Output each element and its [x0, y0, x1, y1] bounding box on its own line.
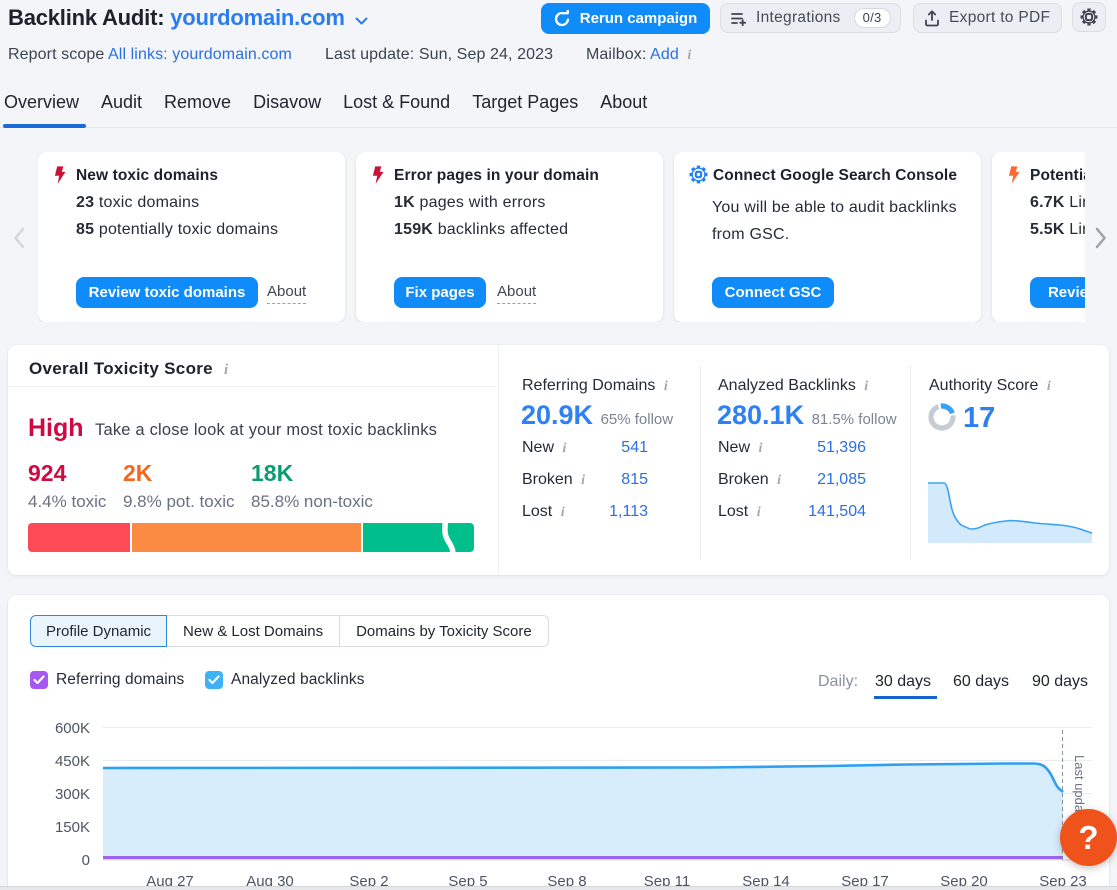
svg-text:Sep 20: Sep 20 [940, 873, 988, 890]
svg-text:300K: 300K [55, 786, 90, 803]
svg-text:Last update: Last update [1072, 755, 1087, 823]
svg-text:150K: 150K [55, 819, 90, 836]
svg-text:Sep 5: Sep 5 [448, 873, 487, 890]
svg-text:450K: 450K [55, 753, 90, 770]
svg-text:Sep 2: Sep 2 [349, 873, 388, 890]
svg-text:Sep 23: Sep 23 [1039, 873, 1087, 890]
svg-text:Sep 11: Sep 11 [644, 873, 690, 890]
svg-text:Aug 30: Aug 30 [246, 873, 294, 890]
svg-text:Sep 14: Sep 14 [742, 873, 790, 890]
svg-text:Sep 17: Sep 17 [841, 873, 889, 890]
svg-text:0: 0 [82, 852, 90, 869]
svg-text:Aug 27: Aug 27 [146, 873, 194, 890]
svg-text:600K: 600K [55, 720, 90, 737]
svg-text:Sep 8: Sep 8 [547, 873, 586, 890]
